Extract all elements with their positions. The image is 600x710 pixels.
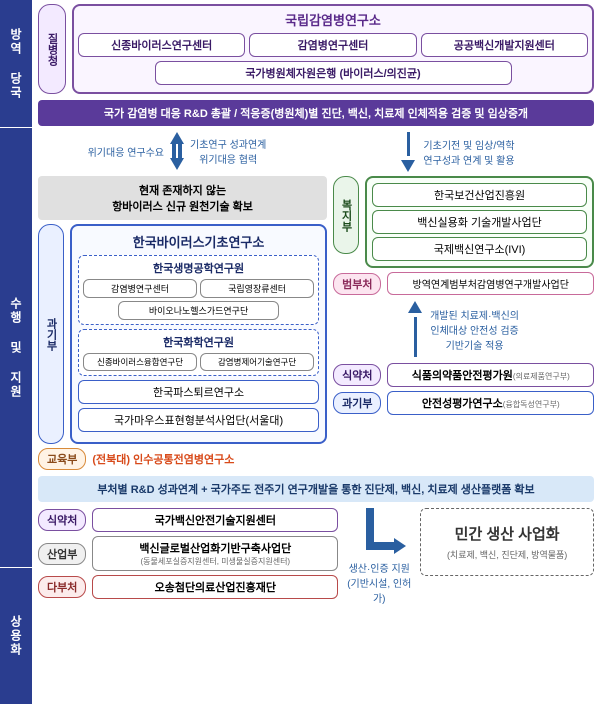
sidebar: 방역 당국 수행 및 지원 상용화 (0, 0, 32, 704)
agency-tag-msit: 과기부 (38, 224, 64, 444)
kdca-title: 국립감염병연구소 (78, 10, 588, 29)
L-arrow-icon (354, 508, 404, 558)
r4-text: 안전성평가연구소(융합독성연구부) (387, 391, 594, 415)
msit-extra-1: 한국파스퇴르연구소 (78, 380, 319, 404)
mohw-box: 한국보건산업진흥원 백신실용화 기술개발사업단 국제백신연구소(IVI) (365, 176, 594, 268)
sub2-item-1: 신종바이러스융합연구단 (83, 353, 197, 371)
kdca-bank: 국가병원체자원은행 (바이러스/의진균) (155, 61, 512, 85)
sub1-item-2: 국립영장류센터 (200, 279, 314, 298)
b3-text: 오송첨단의료산업진흥재단 (92, 575, 338, 599)
sub1-item-3: 바이오나노헬스가드연구단 (118, 301, 280, 320)
edu-text: (전북대) 인수공통전염병연구소 (92, 451, 234, 467)
agency-tag-motie: 산업부 (38, 543, 86, 565)
sub1-box: 한국생명공학연구원 감염병연구센터 국립영장류센터 바이오나노헬스가드연구단 (78, 255, 319, 325)
arrow1-right-labels: 기초기전 및 임상/역학 연구성과 연계 및 활용 (423, 137, 514, 167)
agency-tag-moe: 교육부 (38, 448, 86, 470)
agency-tag-mohw: 복지부 (333, 176, 359, 254)
sidebar-sect-2: 수행 및 지원 (0, 128, 32, 568)
sidebar-sect-3: 상용화 (0, 568, 32, 704)
agency-tag-mfds-2: 식약처 (38, 509, 86, 531)
agency-tag-multi: 다부처 (38, 576, 86, 598)
agency-tag-msit-2: 과기부 (333, 392, 381, 414)
mohw-item-2: 백신실용화 기술개발사업단 (372, 210, 587, 234)
kdca-center-3: 공공백신개발지원센터 (421, 33, 588, 57)
r2-text: 방역연계범부처감염병연구개발사업단 (387, 272, 594, 295)
top-block: 질병청 국립감염병연구소 신종바이러스연구센터 감염병연구센터 공공백신개발지원… (38, 4, 594, 94)
b2-text: 백신글로벌산업화기반구축사업단 (동물세포실증지원센터, 미생물실증지원센터) (92, 536, 338, 571)
sub2-item-2: 감염병제어기술연구단 (200, 353, 314, 371)
mohw-item-3: 국제백신연구소(IVI) (372, 237, 587, 261)
band-purple: 국가 감염병 대응 R&D 총괄 / 적응증(병원체)별 진단, 백신, 치료제… (38, 100, 594, 126)
private-box: 민간 생산 사업화 (치료제, 백신, 진단제, 방역물품) (420, 508, 594, 576)
diagram-root: 방역 당국 수행 및 지원 상용화 질병청 국립감염병연구소 신종바이러스연구센… (0, 0, 600, 704)
arrow-down-icon (401, 132, 415, 172)
r3-text: 식품의약품안전평가원(의료제품연구부) (387, 363, 594, 387)
mohw-item-1: 한국보건산업진흥원 (372, 183, 587, 207)
agency-tag-mfds: 식약처 (333, 364, 381, 386)
b1-text: 국가백신안전기술지원센터 (92, 508, 338, 532)
graybox: 현재 존재하지 않는 항바이러스 신규 원천기술 확보 (38, 176, 327, 220)
agency-tag-kdca: 질병청 (38, 4, 66, 94)
Larrow-label-1: 생산·인증 지원 (349, 560, 410, 575)
sidebar-sect-1: 방역 당국 (0, 0, 32, 128)
arrow-row-1: 위기대응 연구수요 기초연구 성과연계 위기대응 협력 기초기전 및 임상/ (38, 132, 594, 172)
double-arrow-icon (170, 132, 184, 170)
msit-box: 한국바이러스기초연구소 한국생명공학연구원 감염병연구센터 국립영장류센터 바이… (70, 224, 327, 444)
sub1-item-1: 감염병연구센터 (83, 279, 197, 298)
kdca-center-1: 신종바이러스연구센터 (78, 33, 245, 57)
kdca-box: 국립감염병연구소 신종바이러스연구센터 감염병연구센터 공공백신개발지원센터 국… (72, 4, 594, 94)
msit-extra-2: 국가마우스표현형분석사업단(서울대) (78, 408, 319, 432)
arrow1-left-label: 위기대응 연구수요 (88, 144, 164, 159)
kdca-center-2: 감염병연구센터 (249, 33, 416, 57)
Larrow-label-2: (기반시설, 인허가) (344, 575, 414, 605)
arrow2-labels: 개발된 치료제·백신의 인체대상 안전성 검증 기반기술 적용 (430, 307, 519, 352)
agency-tag-inter: 범부처 (333, 273, 381, 295)
msit-title: 한국바이러스기초연구소 (78, 232, 319, 251)
sub2-box: 한국화학연구원 신종바이러스융합연구단 감염병제어기술연구단 (78, 329, 319, 376)
band-blue: 부처별 R&D 성과연계 + 국가주도 전주기 연구개발을 통한 진단제, 백신… (38, 476, 594, 502)
arrow1-mid-labels: 기초연구 성과연계 위기대응 협력 (190, 136, 266, 166)
arrow-up-icon (408, 301, 422, 357)
main-content: 질병청 국립감염병연구소 신종바이러스연구센터 감염병연구센터 공공백신개발지원… (32, 0, 600, 704)
bottom-section: 식약처 국가백신안전기술지원센터 산업부 백신글로벌산업화기반구축사업단 (동물… (38, 508, 594, 605)
middle-two-col: 현재 존재하지 않는 항바이러스 신규 원천기술 확보 과기부 한국바이러스기초… (38, 176, 594, 470)
